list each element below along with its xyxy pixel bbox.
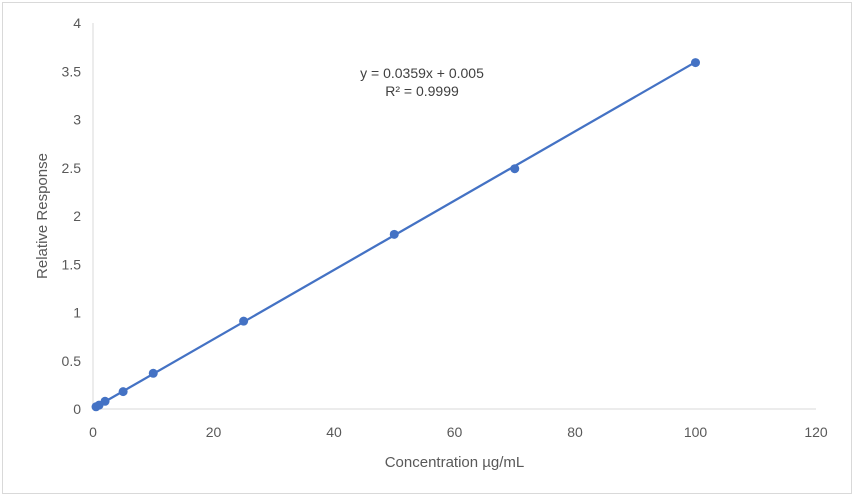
- y-tick-label: 1.5: [62, 256, 82, 272]
- x-axis-title: Concentration µg/mL: [385, 454, 525, 471]
- trendline-r-squared: R² = 0.9999: [385, 83, 459, 99]
- x-tick-label: 40: [326, 424, 342, 440]
- x-tick-labels: 0 20 40 60 80 100 120: [89, 424, 828, 440]
- data-point: [118, 387, 128, 397]
- y-tick-label: 4: [73, 15, 81, 31]
- data-points-layer: [91, 58, 700, 412]
- y-axis-title: Relative Response: [34, 153, 51, 279]
- data-point: [510, 164, 520, 174]
- y-tick-label: 1: [73, 305, 81, 321]
- data-point: [100, 396, 110, 406]
- y-tick-label: 0: [73, 401, 81, 417]
- y-tick-label: 3.5: [62, 63, 82, 79]
- trendline-equation: y = 0.0359x + 0.005: [360, 65, 484, 81]
- data-point: [148, 368, 158, 378]
- x-tick-label: 120: [804, 424, 828, 440]
- y-tick-label: 2: [73, 208, 81, 224]
- chart-container: 0 20 40 60 80 100 120 0 0.5 1 1.5 2 2.5 3 3.5 4 Concen…: [2, 2, 852, 494]
- x-tick-label: 60: [447, 424, 463, 440]
- scatter-chart: 0 20 40 60 80 100 120 0 0.5 1 1.5 2 2.5 3 3.5 4 Concen…: [34, 15, 828, 471]
- x-tick-label: 80: [567, 424, 583, 440]
- data-point: [389, 229, 399, 239]
- data-point: [691, 58, 700, 68]
- x-tick-label: 100: [684, 424, 708, 440]
- x-tick-label: 0: [89, 424, 97, 440]
- y-tick-labels: 0 0.5 1 1.5 2 2.5 3 3.5 4: [62, 15, 82, 417]
- y-tick-label: 0.5: [62, 353, 82, 369]
- x-tick-label: 20: [206, 424, 222, 440]
- y-tick-label: 3: [73, 112, 81, 128]
- data-point: [239, 316, 249, 326]
- axes-layer: [92, 23, 816, 410]
- y-tick-label: 2.5: [62, 160, 82, 176]
